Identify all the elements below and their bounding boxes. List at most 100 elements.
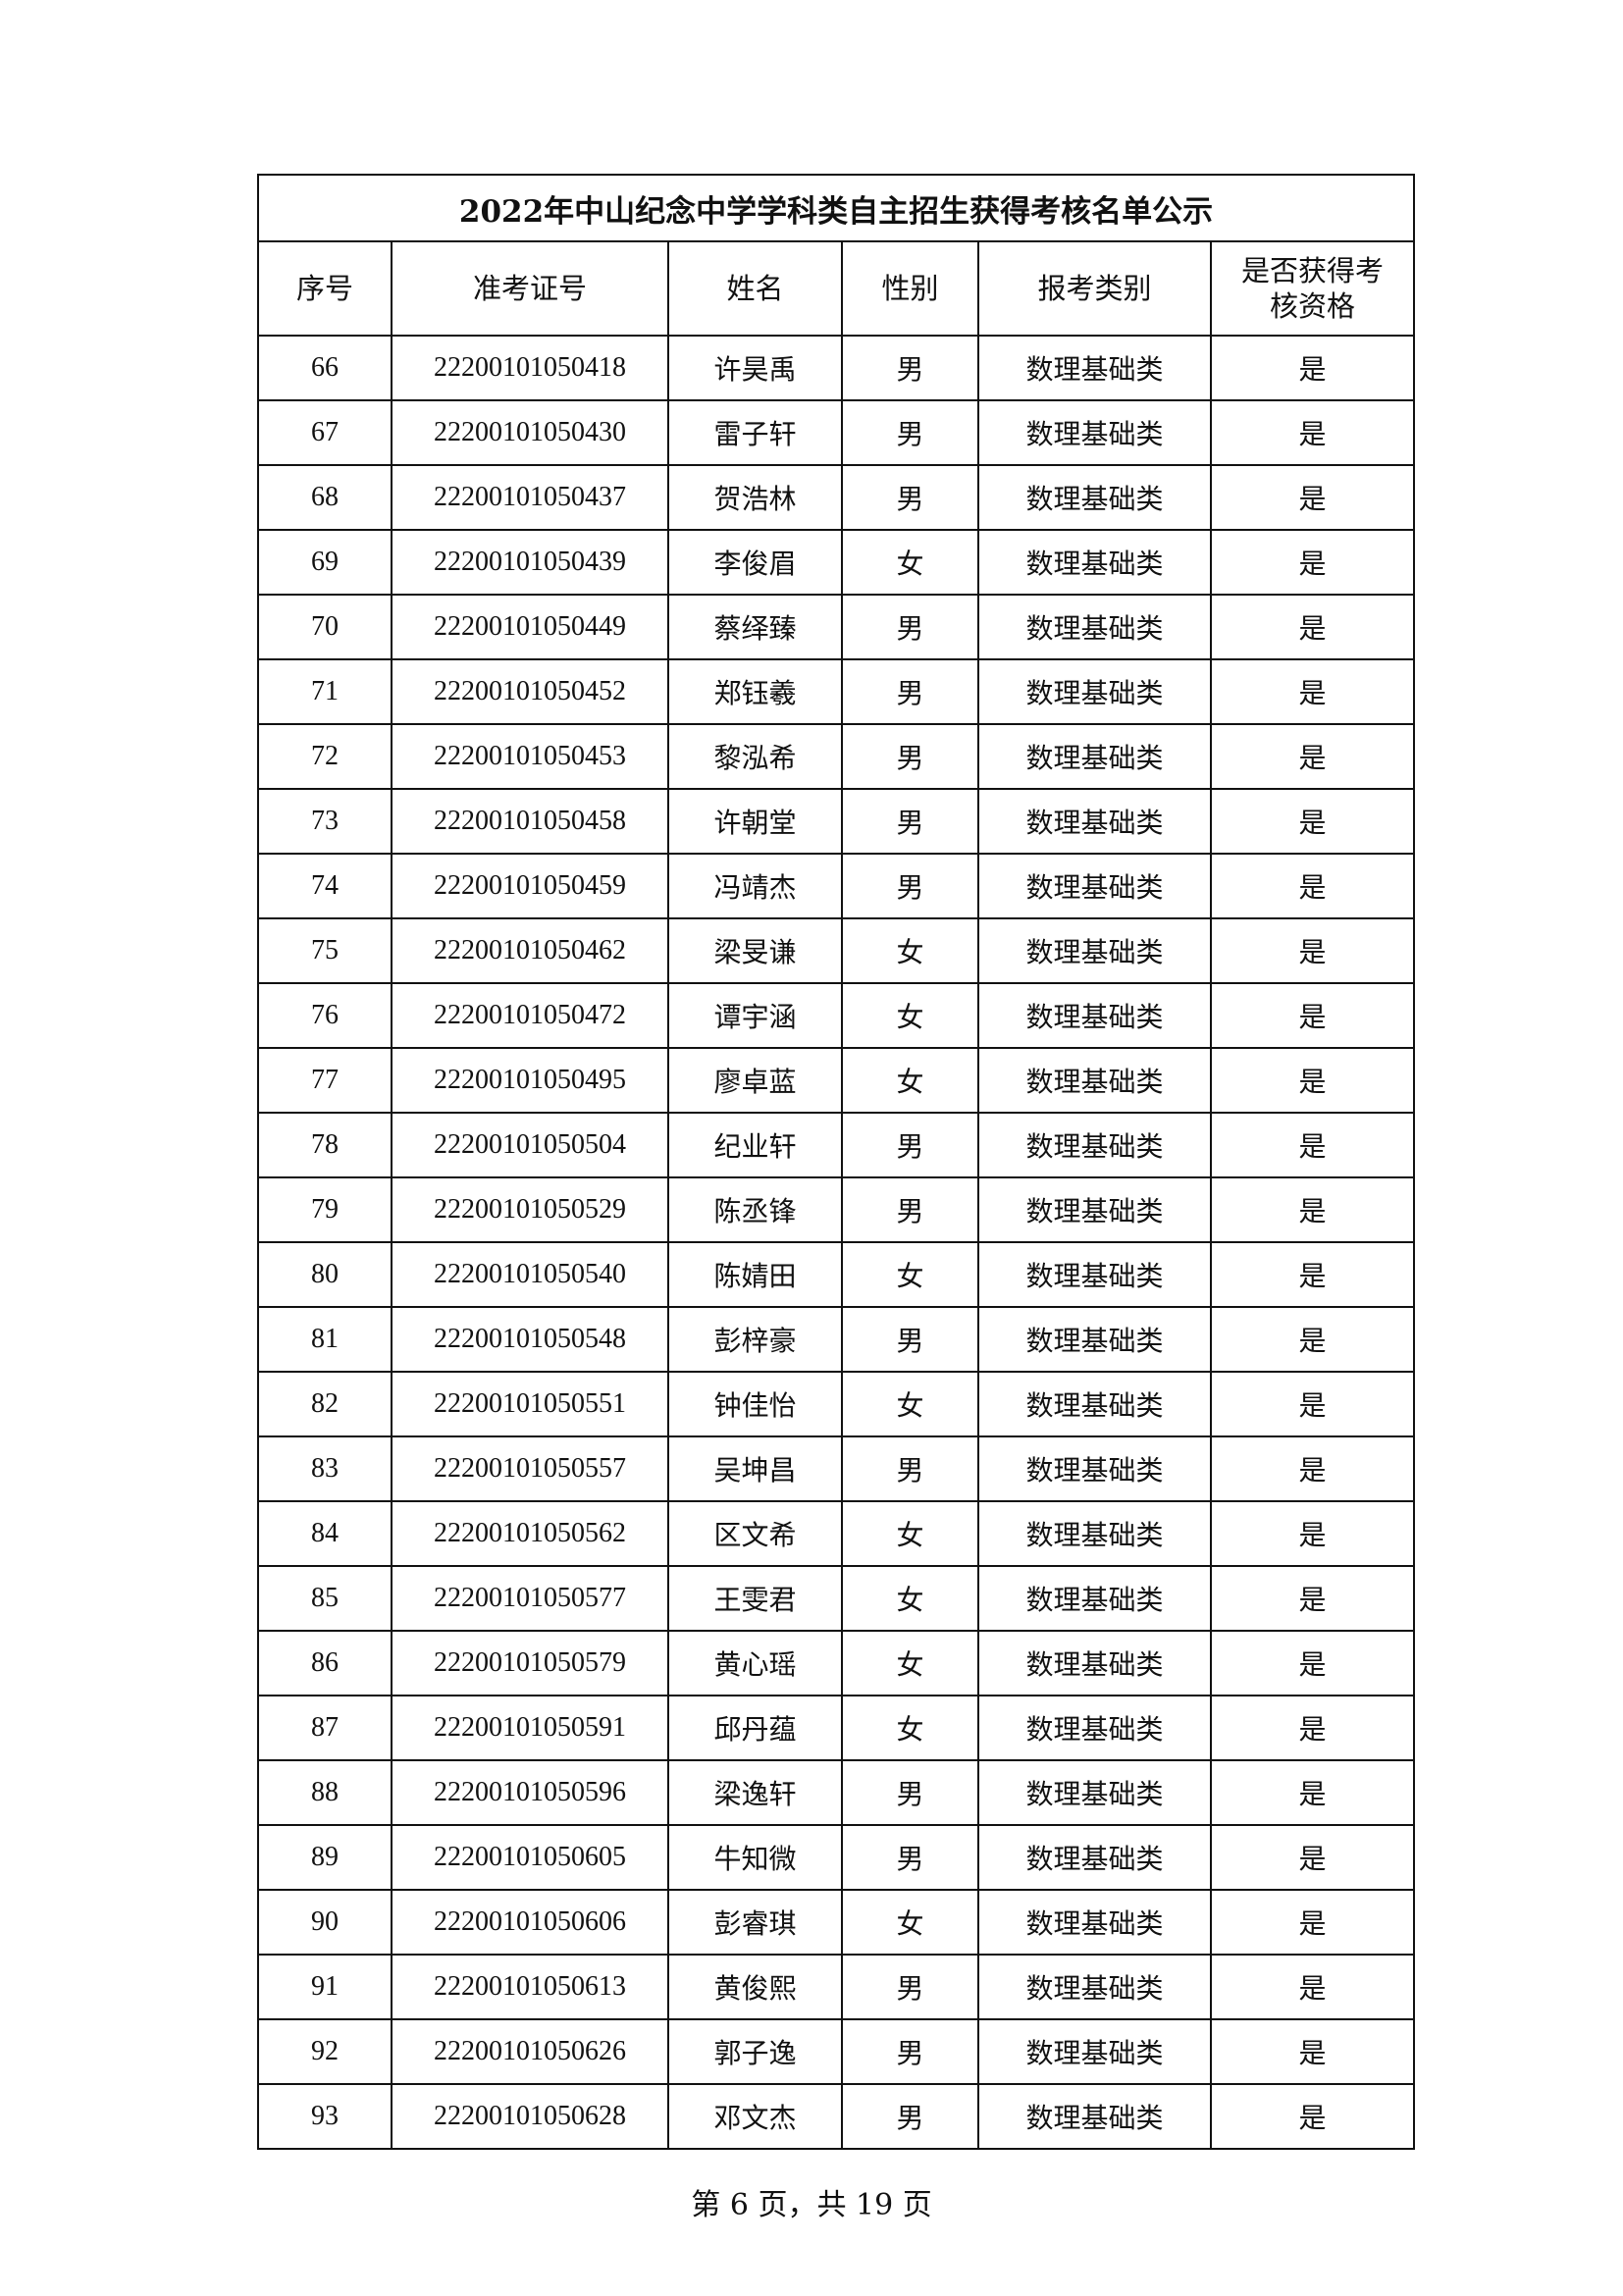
row-index: 93 xyxy=(257,2083,393,2150)
row-qualified: 是 xyxy=(1209,1565,1416,1632)
header-category: 报考类别 xyxy=(977,240,1212,337)
table-row: 70 22200101050449 蔡绎臻男数理基础类是 xyxy=(257,594,1416,660)
row-category: 数理基础类 xyxy=(977,723,1212,790)
row-exam-id: 22200101050613 xyxy=(391,1954,669,2020)
row-name: 黄俊熙 xyxy=(667,1954,843,2020)
table-row: 82 22200101050551 钟佳怡女数理基础类是 xyxy=(257,1371,1416,1437)
row-name: 蔡绎臻 xyxy=(667,594,843,660)
row-qualified: 是 xyxy=(1209,335,1416,401)
row-name: 区文希 xyxy=(667,1500,843,1567)
table-row: 76 22200101050472 谭宇涵女数理基础类是 xyxy=(257,982,1416,1049)
row-index: 75 xyxy=(257,917,393,984)
row-name: 彭梓豪 xyxy=(667,1306,843,1373)
row-name: 陈婧田 xyxy=(667,1241,843,1308)
table-row: 89 22200101050605 牛知微男数理基础类是 xyxy=(257,1824,1416,1891)
row-category: 数理基础类 xyxy=(977,1500,1212,1567)
table-row: 92 22200101050626 郭子逸男数理基础类是 xyxy=(257,2018,1416,2085)
row-index: 91 xyxy=(257,1954,393,2020)
header-exam-id: 准考证号 xyxy=(391,240,669,337)
row-qualified: 是 xyxy=(1209,1954,1416,2020)
row-category: 数理基础类 xyxy=(977,464,1212,531)
row-exam-id: 22200101050495 xyxy=(391,1047,669,1114)
row-category: 数理基础类 xyxy=(977,853,1212,919)
page-footer: 第 6 页，共 19 页 xyxy=(691,2188,932,2222)
row-category: 数理基础类 xyxy=(977,1954,1212,2020)
row-gender: 女 xyxy=(841,1500,979,1567)
row-qualified: 是 xyxy=(1209,1759,1416,1826)
row-name: 冯靖杰 xyxy=(667,853,843,919)
table-row: 68 22200101050437 贺浩林男数理基础类是 xyxy=(257,464,1416,531)
row-name: 黎泓希 xyxy=(667,723,843,790)
row-gender: 女 xyxy=(841,1630,979,1696)
row-qualified: 是 xyxy=(1209,982,1416,1049)
row-exam-id: 22200101050548 xyxy=(391,1306,669,1373)
row-gender: 女 xyxy=(841,982,979,1049)
row-qualified: 是 xyxy=(1209,917,1416,984)
row-gender: 男 xyxy=(841,853,979,919)
row-index: 67 xyxy=(257,399,393,466)
header-index: 序号 xyxy=(257,240,393,337)
row-index: 73 xyxy=(257,788,393,855)
row-category: 数理基础类 xyxy=(977,1889,1212,1956)
table-row: 74 22200101050459 冯靖杰男数理基础类是 xyxy=(257,853,1416,919)
table-row: 84 22200101050562 区文希女数理基础类是 xyxy=(257,1500,1416,1567)
row-exam-id: 22200101050439 xyxy=(391,529,669,596)
row-exam-id: 22200101050437 xyxy=(391,464,669,531)
row-gender: 男 xyxy=(841,1824,979,1891)
row-category: 数理基础类 xyxy=(977,658,1212,725)
row-name: 钟佳怡 xyxy=(667,1371,843,1437)
table-row: 73 22200101050458 许朝堂男数理基础类是 xyxy=(257,788,1416,855)
table-row: 87 22200101050591 邱丹蕴女数理基础类是 xyxy=(257,1695,1416,1761)
row-gender: 女 xyxy=(841,917,979,984)
row-gender: 女 xyxy=(841,529,979,596)
table-row: 85 22200101050577 王雯君女数理基础类是 xyxy=(257,1565,1416,1632)
row-name: 邱丹蕴 xyxy=(667,1695,843,1761)
row-category: 数理基础类 xyxy=(977,1435,1212,1502)
row-category: 数理基础类 xyxy=(977,2083,1212,2150)
row-gender: 男 xyxy=(841,2018,979,2085)
row-exam-id: 22200101050453 xyxy=(391,723,669,790)
row-gender: 男 xyxy=(841,788,979,855)
row-category: 数理基础类 xyxy=(977,1306,1212,1373)
row-qualified: 是 xyxy=(1209,594,1416,660)
row-gender: 女 xyxy=(841,1371,979,1437)
table-row: 88 22200101050596 梁逸轩男数理基础类是 xyxy=(257,1759,1416,1826)
row-name: 郭子逸 xyxy=(667,2018,843,2085)
row-exam-id: 22200101050430 xyxy=(391,399,669,466)
row-exam-id: 22200101050458 xyxy=(391,788,669,855)
row-exam-id: 22200101050577 xyxy=(391,1565,669,1632)
row-qualified: 是 xyxy=(1209,2083,1416,2150)
row-qualified: 是 xyxy=(1209,399,1416,466)
row-qualified: 是 xyxy=(1209,1176,1416,1243)
candidate-list-table: 2022年中山纪念中学学科类自主招生获得考核名单公示 序号 准考证号 姓名 性别… xyxy=(256,174,1416,2150)
row-index: 86 xyxy=(257,1630,393,1696)
table-row: 86 22200101050579 黄心瑶女数理基础类是 xyxy=(257,1630,1416,1696)
row-gender: 男 xyxy=(841,594,979,660)
table-row: 93 22200101050628 邓文杰男数理基础类是 xyxy=(257,2083,1416,2150)
row-index: 82 xyxy=(257,1371,393,1437)
row-category: 数理基础类 xyxy=(977,2018,1212,2085)
row-exam-id: 22200101050557 xyxy=(391,1435,669,1502)
table-row: 71 22200101050452 郑钰羲男数理基础类是 xyxy=(257,658,1416,725)
table-row: 69 22200101050439 李俊眉女数理基础类是 xyxy=(257,529,1416,596)
row-qualified: 是 xyxy=(1209,1889,1416,1956)
table-row: 91 22200101050613 黄俊熙男数理基础类是 xyxy=(257,1954,1416,2020)
row-name: 黄心瑶 xyxy=(667,1630,843,1696)
row-name: 雷子轩 xyxy=(667,399,843,466)
row-name: 吴坤昌 xyxy=(667,1435,843,1502)
row-exam-id: 22200101050462 xyxy=(391,917,669,984)
row-index: 84 xyxy=(257,1500,393,1567)
row-exam-id: 22200101050606 xyxy=(391,1889,669,1956)
row-index: 81 xyxy=(257,1306,393,1373)
row-gender: 男 xyxy=(841,1112,979,1178)
row-gender: 男 xyxy=(841,723,979,790)
header-gender: 性别 xyxy=(841,240,979,337)
row-qualified: 是 xyxy=(1209,1435,1416,1502)
row-gender: 男 xyxy=(841,1176,979,1243)
row-category: 数理基础类 xyxy=(977,1695,1212,1761)
row-index: 71 xyxy=(257,658,393,725)
row-category: 数理基础类 xyxy=(977,399,1212,466)
header-qualified: 是否获得考核资格 xyxy=(1209,240,1416,337)
row-qualified: 是 xyxy=(1209,1306,1416,1373)
row-gender: 女 xyxy=(841,1047,979,1114)
